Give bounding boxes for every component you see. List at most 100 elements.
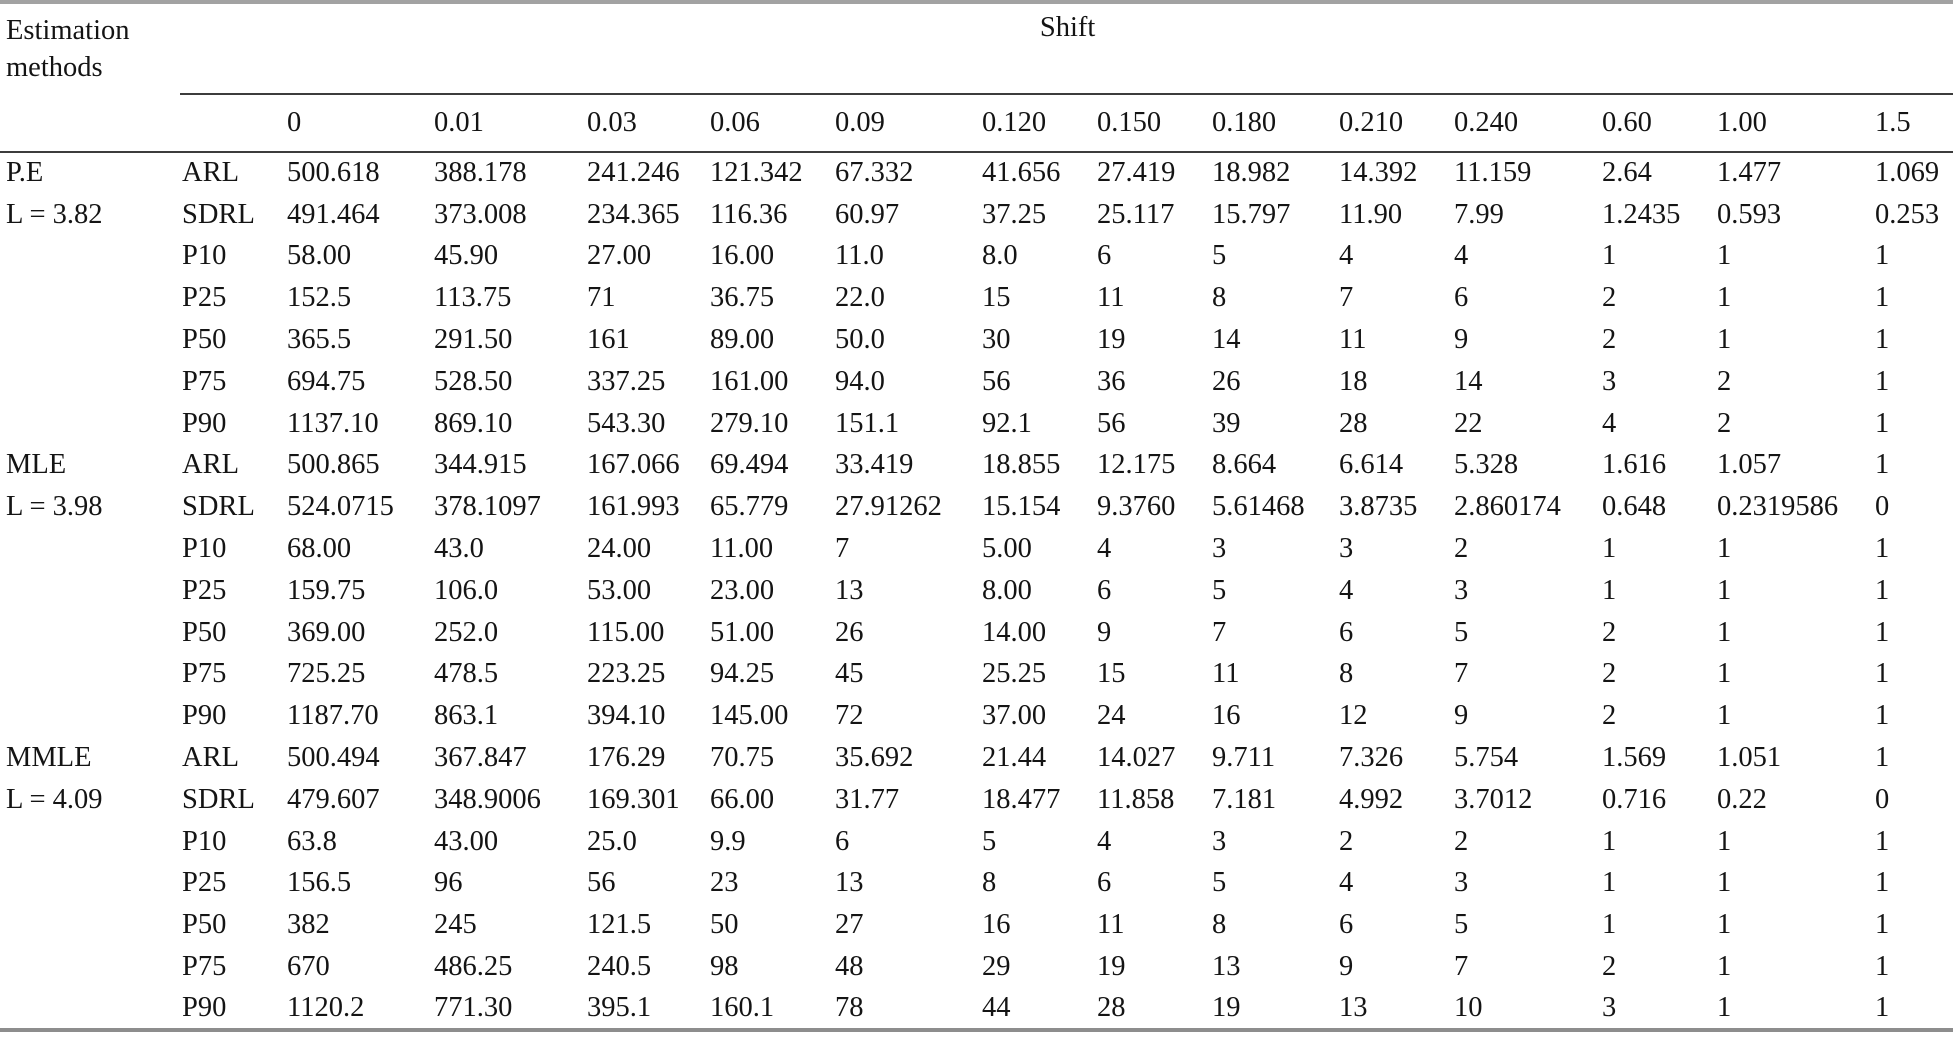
value-cell: 7 [1339, 282, 1354, 314]
value-cell: 1 [1717, 825, 1732, 857]
method-empty-cell [0, 403, 180, 445]
value-cell: 478.5 [434, 658, 499, 690]
value-cell: 27.00 [587, 240, 652, 272]
method-empty-cell [0, 319, 180, 361]
value-cell: 19 [1097, 951, 1126, 983]
value-cell: 3 [1339, 533, 1354, 565]
value-cell: 4 [1339, 867, 1354, 899]
value-cell: 9 [1454, 324, 1469, 356]
value-cell: 395.1 [585, 987, 708, 1031]
shift-value-header: 0 [285, 94, 432, 153]
stat-label: P25 [182, 282, 227, 314]
table-row: P75 670 486.25 240.5 98 48 29 19 13 9 7 2 1 1 [0, 946, 1953, 988]
value-cell: 9 [1454, 700, 1469, 732]
method-empty-cell [0, 277, 180, 319]
value-cell: 1 [1875, 909, 1890, 941]
value-cell: 36 [1097, 365, 1126, 397]
value-cell: 8 [1212, 282, 1227, 314]
value-cell: 1 [1602, 909, 1617, 941]
value-cell: 2 [1602, 951, 1617, 983]
value-cell: 2 [1602, 616, 1617, 648]
value-cell: 1 [1717, 616, 1732, 648]
value-cell: 24 [1097, 700, 1126, 732]
value-cell: 18.855 [982, 449, 1061, 481]
value-cell: 479.607 [287, 783, 380, 815]
value-cell: 12 [1339, 700, 1368, 732]
value-cell: 670 [287, 951, 330, 983]
value-cell: 18.477 [982, 783, 1061, 815]
value-cell: 3 [1454, 867, 1469, 899]
value-cell: 12.175 [1097, 449, 1176, 481]
value-cell: 344.915 [434, 449, 527, 481]
value-cell: 15.154 [982, 491, 1061, 523]
value-cell: 245 [434, 909, 477, 941]
value-cell: 382 [287, 909, 330, 941]
stat-label: ARL [182, 157, 239, 189]
value-cell: 1 [1602, 825, 1617, 857]
value-cell: 11.858 [1097, 783, 1175, 815]
table-row: P10 58.00 45.90 27.00 16.00 11.0 8.0 6 5 4 4 1 1 1 [0, 236, 1953, 278]
stat-label: P75 [182, 365, 227, 397]
value-cell: 5 [1454, 909, 1469, 941]
value-cell: 5 [1212, 867, 1227, 899]
value-cell: 33.419 [835, 449, 914, 481]
value-cell: 4 [1097, 533, 1112, 565]
value-cell: 94.25 [710, 658, 775, 690]
value-cell: 167.066 [587, 449, 680, 481]
value-cell: 6 [1097, 240, 1112, 272]
shift-value-header: 0.120 [980, 94, 1095, 153]
value-cell: 30 [982, 324, 1011, 356]
value-cell: 528.50 [434, 365, 513, 397]
value-cell: 1 [1875, 658, 1890, 690]
value-cell: 367.847 [434, 742, 527, 774]
table-row: P10 63.8 43.00 25.0 9.9 6 5 4 3 2 2 1 1 1 [0, 821, 1953, 863]
value-cell: 2 [1602, 700, 1617, 732]
shift-span-header: Shift [180, 2, 1953, 95]
value-cell: 1 [1875, 867, 1890, 899]
value-cell: 37.00 [982, 700, 1047, 732]
stat-label: P25 [182, 574, 227, 606]
value-cell: 7 [1212, 616, 1227, 648]
value-cell: 89.00 [710, 324, 775, 356]
value-cell: 51.00 [710, 616, 775, 648]
value-cell: 92.1 [982, 407, 1032, 439]
method-name: P.E [6, 157, 44, 189]
value-cell: 115.00 [587, 616, 665, 648]
value-cell: 252.0 [434, 616, 499, 648]
value-cell: 13 [1212, 951, 1241, 983]
shift-value-header: 0.60 [1600, 94, 1715, 153]
value-cell: 486.25 [434, 951, 513, 983]
value-cell: 5.754 [1454, 742, 1519, 774]
table-row: MMLE ARL 500.494 367.847 176.29 70.75 35.692 21… [0, 737, 1953, 779]
shift-value-header: 0.06 [708, 94, 833, 153]
value-cell: 152.5 [287, 282, 352, 314]
value-cell: 234.365 [587, 198, 680, 230]
value-cell: 378.1097 [434, 491, 541, 523]
value-cell: 5 [1212, 240, 1227, 272]
value-cell: 11 [1097, 282, 1125, 314]
value-cell: 1.477 [1717, 157, 1782, 189]
value-cell: 56 [587, 867, 616, 899]
value-cell: 31.77 [835, 783, 900, 815]
method-empty-cell [0, 863, 180, 905]
value-cell: 4 [1602, 407, 1617, 439]
value-cell: 394.10 [587, 700, 666, 732]
value-cell: 68.00 [287, 533, 352, 565]
value-cell: 161 [587, 324, 630, 356]
table-row: P75 725.25 478.5 223.25 94.25 45 25.25 15 11 8 7 2 1… [0, 654, 1953, 696]
value-cell: 43.00 [434, 825, 499, 857]
value-cell: 5 [1454, 616, 1469, 648]
header-row-shift-values: 0 0.01 0.03 0.06 0.09 0.120 0.150 0.180 0.210 0.2… [0, 94, 1953, 153]
value-cell: 1 [1873, 987, 1953, 1031]
value-cell: 25.117 [1097, 198, 1175, 230]
value-cell: 26 [835, 616, 864, 648]
value-cell: 9.3760 [1097, 491, 1176, 523]
stat-label: P25 [182, 867, 227, 899]
method-control-limit: L = 3.82 [6, 198, 103, 230]
value-cell: 25.0 [587, 825, 637, 857]
value-cell: 50 [710, 909, 739, 941]
table-row: P50 365.5 291.50 161 89.00 50.0 30 19 14 11 9 2 1 1 [0, 319, 1953, 361]
value-cell: 1 [1602, 533, 1617, 565]
shift-value-header: 0.180 [1210, 94, 1337, 153]
